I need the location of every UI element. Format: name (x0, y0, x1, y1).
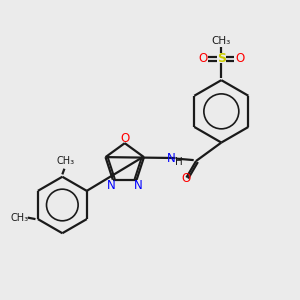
Text: N: N (134, 178, 142, 192)
Text: H: H (175, 158, 183, 167)
Text: N: N (107, 178, 116, 192)
Text: O: O (120, 132, 129, 145)
Text: O: O (181, 172, 190, 185)
Text: O: O (235, 52, 244, 65)
Text: O: O (198, 52, 208, 65)
Text: N: N (167, 152, 175, 165)
Text: CH₃: CH₃ (212, 36, 231, 46)
Text: CH₃: CH₃ (11, 213, 28, 223)
Text: CH₃: CH₃ (57, 156, 75, 166)
Text: S: S (217, 52, 226, 65)
